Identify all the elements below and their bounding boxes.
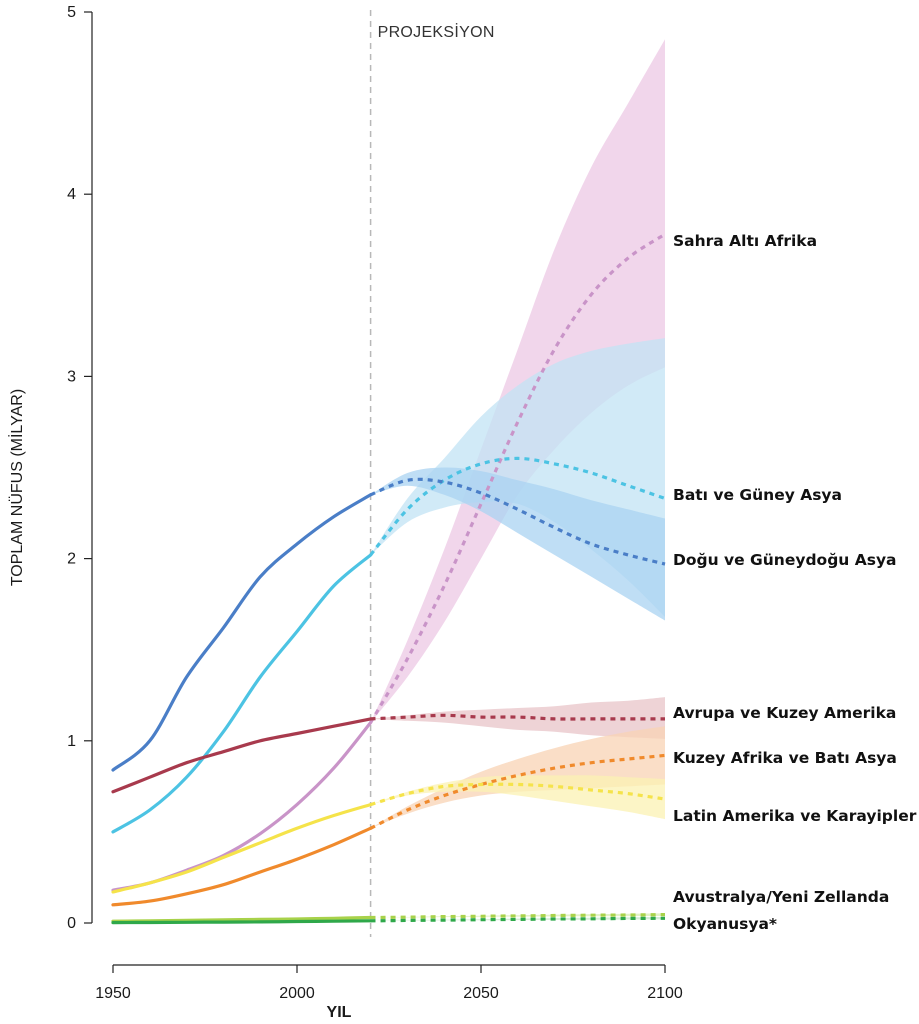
band-sahra-alt-afrika	[370, 39, 665, 723]
y-tick-label: 5	[67, 4, 76, 21]
series-lines	[111, 232, 666, 925]
line-historic-latin-amerika-ve-karayipler	[111, 803, 373, 894]
line-historic-dog-u-ve-gu-neydog-u-asya	[111, 493, 373, 772]
label-bat-ve-gu-ney-asya: Batı ve Güney Asya	[673, 486, 842, 504]
label-dog-u-ve-gu-neydog-u-asya: Doğu ve Güneydoğu Asya	[673, 551, 897, 569]
y-axis-title: TOPLAM NÜFUS (MİLYAR)	[7, 389, 26, 586]
x-tick-label: 2000	[279, 985, 315, 1002]
y-tick-label: 2	[67, 551, 76, 568]
label-avustralya-yeni-zellanda: Avustralya/Yeni Zellanda	[673, 888, 889, 906]
band-avrupa-ve-kuzey-amerika	[370, 697, 665, 739]
line-projection-kuzey-afrika-ve-bat-asya	[369, 753, 666, 830]
axis-ticks: 0 1 2 3 4 5 1950 2000 2050 2100	[67, 4, 683, 1002]
uncertainty-bands	[370, 39, 665, 921]
label-okyanusya: Okyanusya*	[673, 915, 777, 933]
y-tick-label: 1	[67, 733, 76, 750]
x-tick-label: 2100	[647, 985, 683, 1002]
y-tick-label: 4	[67, 186, 76, 203]
line-historic-avrupa-ve-kuzey-amerika	[111, 717, 373, 794]
y-tick-label: 0	[67, 915, 76, 932]
x-tick-label: 1950	[95, 985, 131, 1002]
axes	[91, 12, 665, 966]
line-historic-okyanusya	[111, 919, 373, 925]
line-projection-dog-u-ve-gu-neydog-u-asya	[369, 477, 666, 566]
line-historic-bat-ve-gu-ney-asya	[111, 553, 373, 834]
line-historic-sahra-alt-afrika	[111, 721, 373, 892]
label-sahra-alt-afrika: Sahra Altı Afrika	[673, 232, 817, 250]
band-latin-amerika-ve-karayipler	[370, 775, 665, 820]
label-avrupa-ve-kuzey-amerika: Avrupa ve Kuzey Amerika	[673, 704, 896, 722]
line-projection-bat-ve-gu-ney-asya	[369, 456, 666, 557]
band-dog-u-ve-gu-neydog-u-asya	[370, 467, 665, 621]
line-historic-kuzey-afrika-ve-bat-asya	[111, 826, 373, 907]
y-tick-label: 3	[67, 368, 76, 385]
label-kuzey-afrika-ve-bat-asya: Kuzey Afrika ve Batı Asya	[673, 749, 897, 767]
x-tick-label: 2050	[463, 985, 499, 1002]
series-labels: Sahra Altı Afrika Batı ve Güney Asya Doğu …	[673, 232, 917, 933]
projection-label: PROJEKSİYON	[378, 22, 495, 41]
x-axis-title: YIL	[327, 1004, 352, 1021]
line-historic-avustralya-yeni-zellanda	[111, 915, 373, 923]
label-latin-amerika-ve-karayipler: Latin Amerika ve Karayipler	[673, 807, 917, 825]
